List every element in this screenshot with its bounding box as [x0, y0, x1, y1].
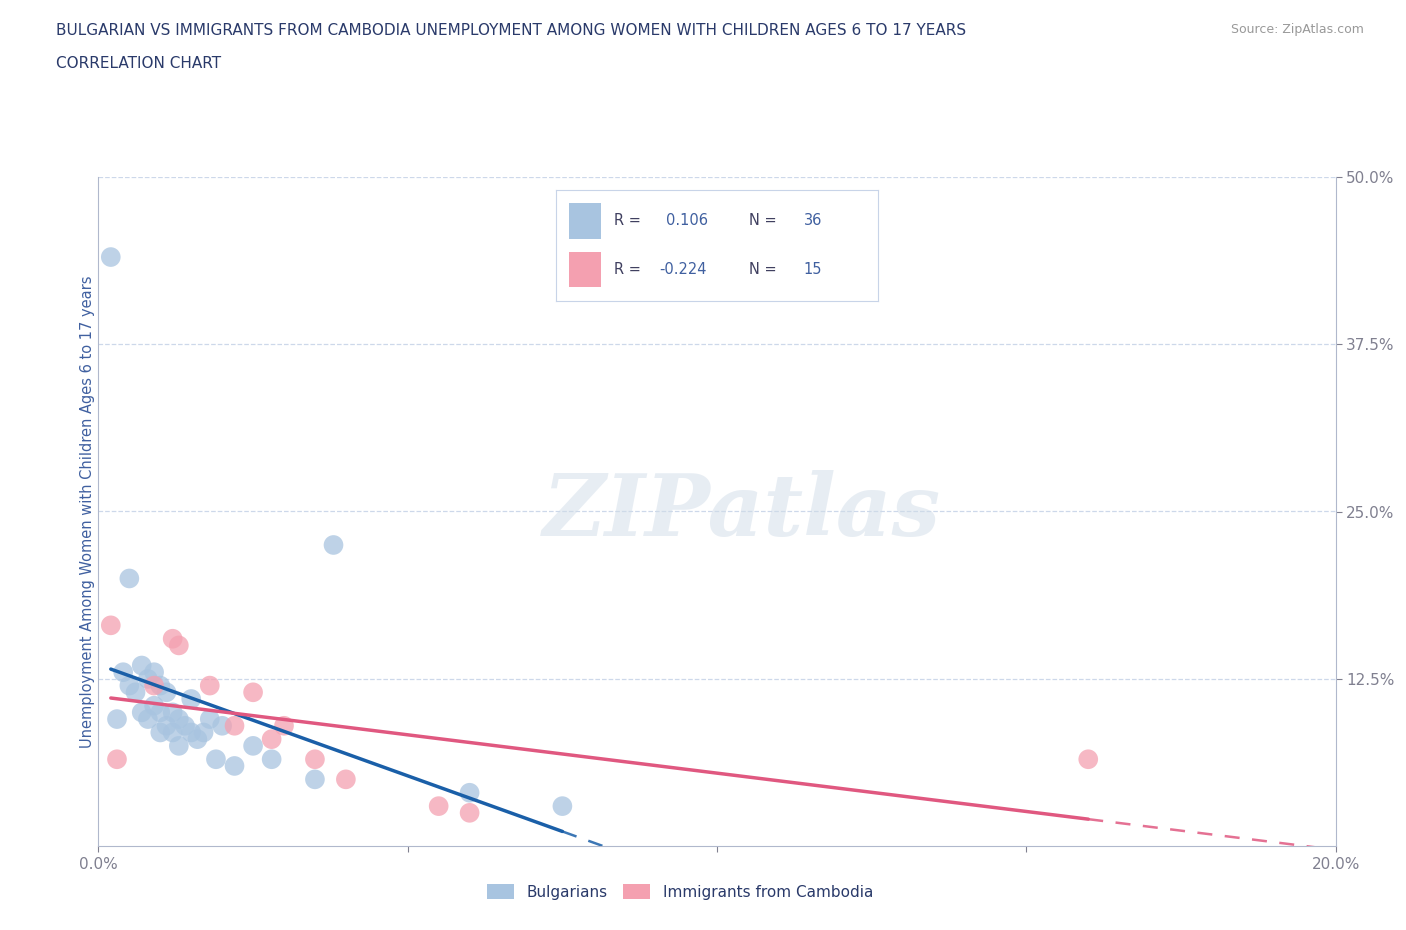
- Point: [143, 698, 166, 713]
- Point: [1077, 751, 1099, 766]
- Text: CORRELATION CHART: CORRELATION CHART: [56, 56, 221, 71]
- Text: N =: N =: [749, 262, 778, 277]
- Point: [211, 718, 233, 733]
- Point: [458, 805, 481, 820]
- Point: [105, 751, 128, 766]
- Point: [124, 684, 146, 699]
- Text: ZIPatlas: ZIPatlas: [543, 470, 941, 553]
- Point: [193, 725, 215, 740]
- Point: [162, 631, 184, 646]
- Y-axis label: Unemployment Among Women with Children Ages 6 to 17 years: Unemployment Among Women with Children A…: [80, 275, 94, 748]
- Point: [335, 772, 357, 787]
- Bar: [569, 204, 602, 239]
- Text: 36: 36: [804, 213, 823, 228]
- Point: [162, 705, 184, 720]
- Point: [105, 711, 128, 726]
- Point: [162, 725, 184, 740]
- Point: [427, 799, 450, 814]
- Point: [112, 665, 135, 680]
- Point: [131, 705, 153, 720]
- Point: [260, 732, 283, 747]
- Text: R =: R =: [614, 213, 641, 228]
- Text: BULGARIAN VS IMMIGRANTS FROM CAMBODIA UNEMPLOYMENT AMONG WOMEN WITH CHILDREN AGE: BULGARIAN VS IMMIGRANTS FROM CAMBODIA UN…: [56, 23, 966, 38]
- Point: [143, 665, 166, 680]
- Text: -0.224: -0.224: [659, 262, 707, 277]
- Text: 15: 15: [804, 262, 823, 277]
- Point: [458, 785, 481, 800]
- Point: [304, 751, 326, 766]
- Point: [322, 538, 344, 552]
- Text: R =: R =: [614, 262, 641, 277]
- Text: Source: ZipAtlas.com: Source: ZipAtlas.com: [1230, 23, 1364, 36]
- Point: [143, 678, 166, 693]
- Text: N =: N =: [749, 213, 778, 228]
- Point: [242, 738, 264, 753]
- Point: [118, 571, 141, 586]
- Bar: [569, 252, 602, 287]
- Point: [100, 249, 122, 264]
- Point: [167, 738, 190, 753]
- Point: [551, 799, 574, 814]
- Point: [198, 711, 221, 726]
- Point: [167, 711, 190, 726]
- Point: [304, 772, 326, 787]
- Point: [131, 658, 153, 673]
- Legend: Bulgarians, Immigrants from Cambodia: Bulgarians, Immigrants from Cambodia: [481, 877, 879, 906]
- Point: [205, 751, 228, 766]
- Point: [136, 711, 159, 726]
- Point: [180, 725, 202, 740]
- Point: [118, 678, 141, 693]
- Point: [186, 732, 208, 747]
- Point: [242, 684, 264, 699]
- Point: [149, 705, 172, 720]
- Point: [180, 692, 202, 707]
- Point: [149, 725, 172, 740]
- Point: [100, 618, 122, 632]
- Point: [167, 638, 190, 653]
- Point: [149, 678, 172, 693]
- Text: 0.106: 0.106: [665, 213, 707, 228]
- Point: [155, 684, 177, 699]
- Point: [174, 718, 197, 733]
- Point: [136, 671, 159, 686]
- Point: [224, 718, 246, 733]
- Point: [224, 759, 246, 774]
- Point: [260, 751, 283, 766]
- Point: [273, 718, 295, 733]
- Point: [155, 718, 177, 733]
- Point: [198, 678, 221, 693]
